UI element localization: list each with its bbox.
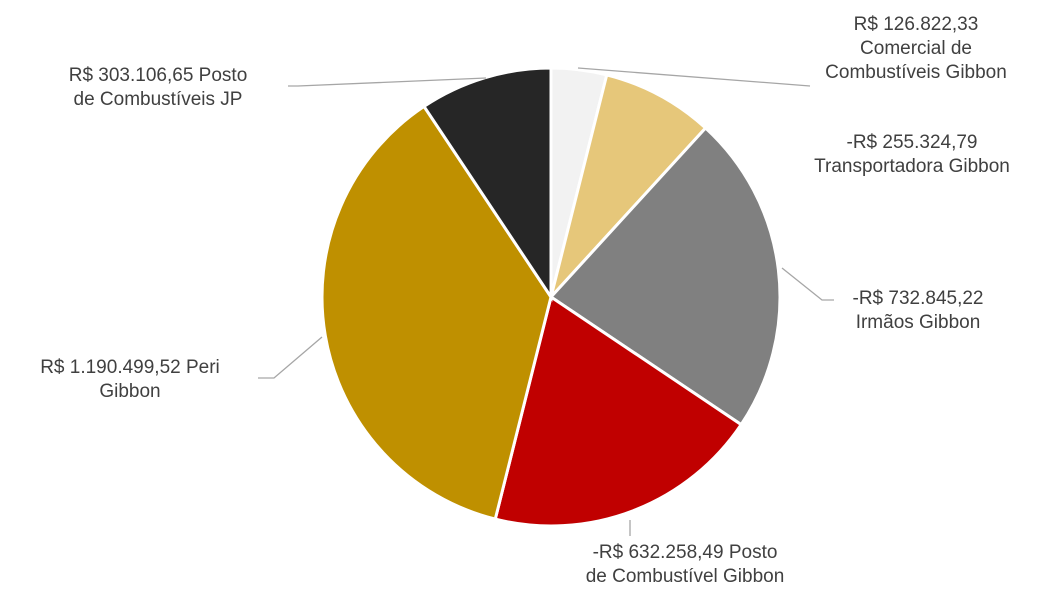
leader-line-irmaos	[781, 267, 834, 301]
pie-slice-peri	[320, 104, 553, 521]
label-irmaos: -R$ 732.845,22 Irmãos Gibbon	[852, 288, 984, 333]
pie-slice-posto-gibbon	[493, 294, 744, 528]
pie-slice-transportadora	[549, 73, 708, 299]
leader-line-comercial	[577, 67, 811, 87]
pie-slice-irmaos	[548, 125, 782, 427]
label-transportadora: -R$ 255.324,79 Transportadora Gibbon	[814, 132, 1010, 177]
label-posto-jp: R$ 303.106,65 Posto de Combustíveis JP	[68, 65, 248, 110]
label-comercial: R$ 126.822,33 Comercial de Combustíveis …	[825, 14, 1007, 83]
leader-line-posto-jp	[288, 77, 487, 87]
leader-lines	[258, 67, 834, 536]
leader-line-peri	[258, 336, 323, 379]
label-posto-gibbon: -R$ 632.258,49 Posto de Combustível Gibb…	[585, 542, 785, 587]
label-peri: R$ 1.190.499,52 Peri Gibbon	[40, 357, 220, 402]
pie-slices	[320, 66, 782, 528]
